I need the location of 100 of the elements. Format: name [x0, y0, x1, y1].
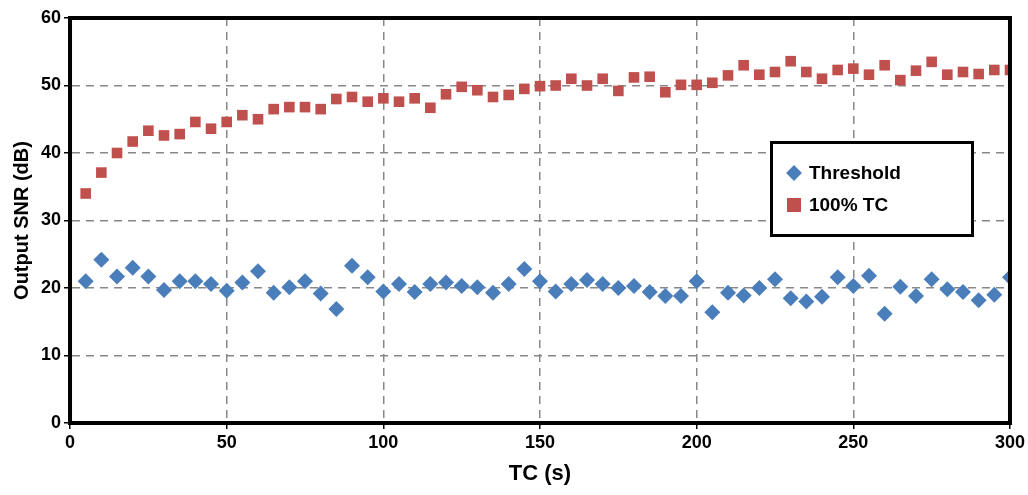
- point: [500, 275, 517, 292]
- point: [359, 269, 376, 286]
- point: [187, 273, 204, 290]
- point: [798, 293, 815, 310]
- point: [860, 267, 877, 284]
- point: [923, 271, 940, 288]
- point: [284, 101, 295, 113]
- point: [722, 70, 734, 81]
- point: [503, 89, 514, 101]
- point: [766, 271, 783, 288]
- point: [265, 284, 282, 301]
- x-tick-label: 300: [994, 431, 1026, 452]
- y-tick-label: 60: [40, 6, 62, 27]
- point: [738, 59, 749, 71]
- point: [438, 274, 455, 291]
- point: [566, 73, 577, 85]
- point: [375, 283, 392, 300]
- point: [425, 102, 436, 114]
- y-tick-label: 30: [40, 209, 62, 230]
- point: [344, 257, 361, 274]
- point: [613, 85, 624, 97]
- point: [829, 269, 846, 286]
- point: [751, 280, 768, 296]
- point: [391, 275, 408, 292]
- point: [895, 74, 906, 86]
- point: [331, 93, 342, 105]
- point: [440, 88, 452, 100]
- point: [735, 287, 752, 304]
- point: [393, 96, 405, 107]
- y-tick-label: 10: [40, 344, 62, 365]
- point: [970, 292, 987, 309]
- point: [628, 72, 640, 83]
- point: [547, 283, 564, 300]
- point: [597, 73, 608, 85]
- point: [378, 93, 389, 104]
- point: [268, 103, 279, 115]
- point: [234, 274, 251, 291]
- point: [312, 285, 329, 302]
- point: [328, 300, 345, 317]
- point: [203, 275, 220, 292]
- point: [973, 68, 984, 80]
- point: [250, 263, 267, 280]
- point: [96, 167, 107, 178]
- point: [879, 59, 890, 71]
- point: [140, 268, 157, 285]
- point: [422, 275, 439, 292]
- point: [610, 280, 627, 296]
- point: [641, 284, 658, 301]
- y-tick-label: 20: [40, 276, 62, 297]
- y-axis-title: Output SNR (dB): [9, 141, 32, 300]
- point: [579, 271, 595, 288]
- x-tick-label: 50: [216, 431, 237, 452]
- point: [456, 81, 467, 93]
- point: [453, 277, 470, 294]
- y-tick-label: 50: [40, 74, 62, 95]
- legend-label: Threshold: [808, 161, 901, 184]
- point: [156, 282, 173, 299]
- point: [127, 136, 138, 147]
- point: [673, 288, 689, 305]
- point: [813, 288, 830, 305]
- point: [644, 71, 655, 83]
- x-tick-label: 100: [368, 431, 399, 452]
- point: [174, 128, 185, 140]
- point: [190, 116, 201, 128]
- point: [863, 69, 875, 80]
- point: [942, 69, 953, 80]
- point: [848, 63, 859, 74]
- y-tick-label: 40: [40, 141, 62, 162]
- point: [158, 130, 170, 141]
- point: [237, 109, 248, 121]
- point: [532, 273, 548, 290]
- point: [954, 284, 971, 301]
- legend-label: 100% TC: [808, 193, 889, 216]
- point: [362, 96, 373, 107]
- point: [124, 259, 141, 276]
- x-tick-label: 250: [838, 431, 869, 452]
- point: [986, 286, 1003, 303]
- point: [845, 277, 862, 294]
- point: [406, 284, 423, 301]
- point: [221, 116, 232, 128]
- y-tick-label: 0: [51, 411, 62, 432]
- point: [660, 86, 671, 98]
- point: [754, 69, 765, 80]
- point: [707, 77, 718, 89]
- point: [939, 281, 956, 298]
- point: [516, 261, 533, 278]
- point: [626, 277, 642, 294]
- point: [594, 275, 611, 292]
- point: [252, 113, 264, 125]
- point: [782, 290, 799, 307]
- point: [315, 103, 326, 115]
- point: [581, 80, 593, 91]
- point: [563, 275, 580, 292]
- x-tick-label: 0: [65, 431, 76, 452]
- point: [785, 55, 796, 67]
- point: [720, 284, 736, 301]
- point: [469, 279, 486, 296]
- point: [205, 123, 217, 134]
- x-tick-label: 150: [524, 431, 556, 452]
- point: [907, 288, 924, 305]
